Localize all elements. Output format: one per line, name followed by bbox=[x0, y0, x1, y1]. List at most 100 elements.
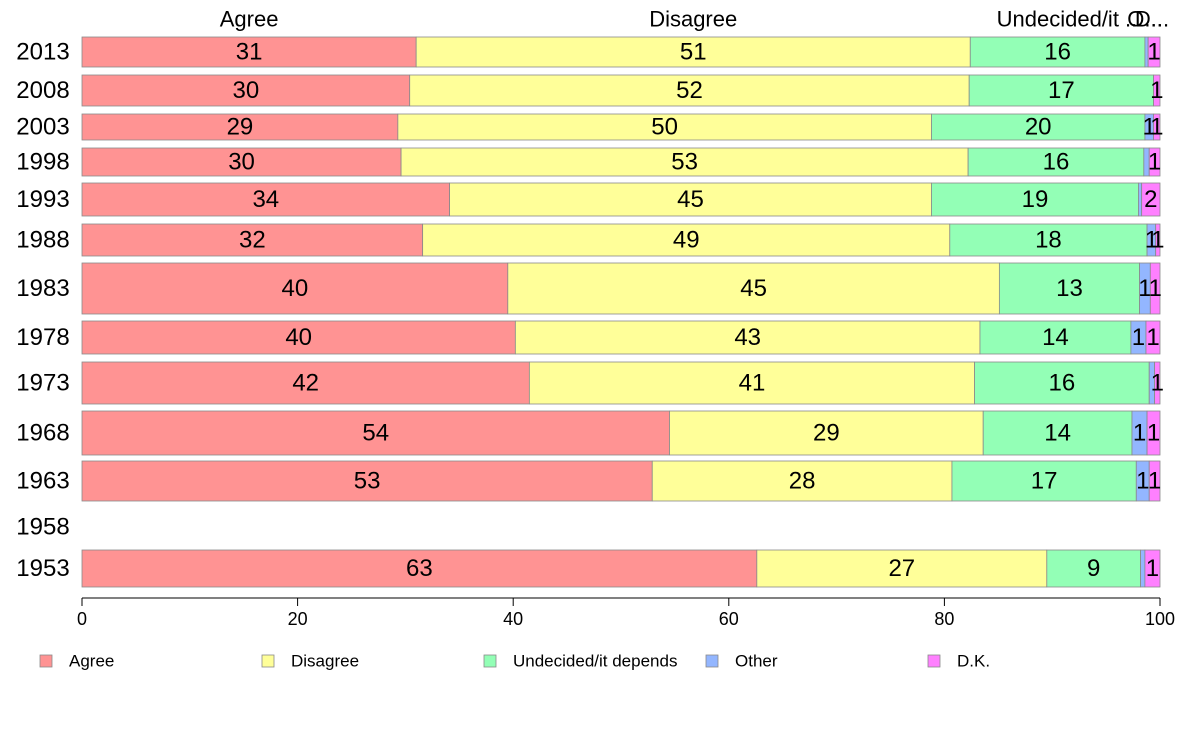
year-label-2013: 2013 bbox=[16, 39, 69, 66]
bar-label-1953-4: 1 bbox=[1146, 555, 1159, 582]
bar-label-1983-1: 45 bbox=[740, 275, 767, 302]
bar-label-1993-4: 2 bbox=[1144, 186, 1157, 213]
x-axis: 0 20 40 60 80 100 bbox=[77, 597, 1175, 629]
bar-label-2003-1: 50 bbox=[651, 114, 678, 141]
legend-label-2: Undecided/it depends bbox=[513, 652, 677, 671]
bar-label-1973-2: 16 bbox=[1049, 370, 1076, 397]
bar-label-1968-4: 1 bbox=[1147, 420, 1160, 447]
bar-label-1993-1: 45 bbox=[677, 186, 704, 213]
legend-label-4: D.K. bbox=[957, 652, 990, 671]
bar-1993-disagree bbox=[449, 182, 932, 217]
bar-1983-d-k- bbox=[1149, 262, 1161, 315]
bar-label-1963-0: 53 bbox=[354, 468, 381, 495]
bar-label-2008-4: 1 bbox=[1150, 77, 1163, 104]
bar-2013-d-k- bbox=[1147, 36, 1161, 68]
bar-1968-disagree bbox=[669, 410, 984, 456]
x-tick-label-80: 80 bbox=[934, 609, 954, 629]
bar-2003-d-k- bbox=[1153, 113, 1161, 141]
bar-label-1998-1: 53 bbox=[671, 149, 698, 176]
bar-label-1998-2: 16 bbox=[1043, 149, 1070, 176]
column-headers: Agree Disagree Undecided/it ...O...D... bbox=[220, 7, 1169, 32]
bar-label-1953-2: 9 bbox=[1087, 555, 1100, 582]
bar-1978-d-k- bbox=[1145, 320, 1161, 355]
bar-2008-disagree bbox=[409, 74, 970, 107]
bar-label-2013-0: 31 bbox=[236, 39, 263, 66]
bar-1968-d-k- bbox=[1146, 410, 1161, 456]
x-tick-label-60: 60 bbox=[719, 609, 739, 629]
bar-1953-disagree bbox=[756, 549, 1048, 588]
column-header-4: D... bbox=[1135, 7, 1169, 32]
bar-label-1978-3: 1 bbox=[1132, 324, 1145, 351]
bar-label-1978-0: 40 bbox=[285, 324, 312, 351]
bar-1993-d-k- bbox=[1141, 182, 1161, 217]
x-tick-label-0: 0 bbox=[77, 609, 87, 629]
bar-label-1968-1: 29 bbox=[813, 420, 840, 447]
bar-1983-disagree bbox=[507, 262, 1000, 315]
legend-swatch-0 bbox=[39, 654, 53, 668]
bar-2013-undecided-it-depends bbox=[969, 36, 1146, 68]
bar-1973-d-k- bbox=[1154, 361, 1161, 405]
bar-1993-undecided-it-depends bbox=[931, 182, 1139, 217]
bar-1998-d-k- bbox=[1148, 147, 1161, 177]
bar-label-1973-0: 42 bbox=[292, 370, 319, 397]
bar-label-1998-4: 1 bbox=[1148, 149, 1161, 176]
legend-swatch-1 bbox=[261, 654, 275, 668]
legend-label-1: Disagree bbox=[291, 652, 359, 671]
bar-label-1988-1: 49 bbox=[673, 227, 700, 254]
bar-label-1963-4: 1 bbox=[1148, 468, 1161, 495]
bar-label-2013-1: 51 bbox=[680, 39, 707, 66]
bar-1973-agree bbox=[81, 361, 530, 405]
bar-2013-agree bbox=[81, 36, 417, 68]
year-label-1953: 1953 bbox=[16, 555, 69, 582]
year-labels: 2013 2008 2003 1998 1993 1988 1983 1978 1973 1968… bbox=[16, 39, 69, 583]
legend-label-0: Agree bbox=[69, 652, 114, 671]
bar-label-1988-0: 32 bbox=[239, 227, 266, 254]
legend-label-3: Other bbox=[735, 652, 778, 671]
year-label-2003: 2003 bbox=[16, 114, 69, 141]
year-label-1973: 1973 bbox=[16, 370, 69, 397]
year-label-1993: 1993 bbox=[16, 186, 69, 213]
bar-label-2003-0: 29 bbox=[227, 114, 254, 141]
bar-label-1968-3: 1 bbox=[1133, 420, 1146, 447]
bar-label-1953-1: 27 bbox=[888, 555, 915, 582]
x-tick-label-100: 100 bbox=[1145, 609, 1175, 629]
column-header-1: Disagree bbox=[649, 7, 737, 32]
bar-label-2008-0: 30 bbox=[233, 77, 260, 104]
year-label-1978: 1978 bbox=[16, 324, 69, 351]
bar-label-1988-3: 1 bbox=[1145, 227, 1158, 254]
bar-1973-undecided-it-depends bbox=[974, 361, 1150, 405]
bar-label-2003-2: 20 bbox=[1025, 114, 1052, 141]
bar-label-1968-2: 14 bbox=[1044, 420, 1071, 447]
bar-label-1968-0: 54 bbox=[362, 420, 389, 447]
bar-label-1998-0: 30 bbox=[228, 149, 255, 176]
bar-label-2013-2: 16 bbox=[1044, 39, 1071, 66]
bar-label-2003-3: 1 bbox=[1143, 114, 1156, 141]
bar-2003-agree bbox=[81, 113, 399, 141]
bar-label-1983-2: 13 bbox=[1056, 275, 1083, 302]
year-label-2008: 2008 bbox=[16, 77, 69, 104]
bar-label-1983-4: 1 bbox=[1148, 275, 1161, 302]
bar-1998-disagree bbox=[400, 147, 969, 177]
bar-label-1983-0: 40 bbox=[282, 275, 309, 302]
legend: Agree Disagree Undecided/it depends Other D.… bbox=[39, 652, 990, 671]
year-label-1963: 1963 bbox=[16, 468, 69, 495]
bar-label-1988-4: 1 bbox=[1151, 227, 1164, 254]
year-label-1998: 1998 bbox=[16, 149, 69, 176]
bar-label-1993-0: 34 bbox=[252, 186, 279, 213]
bar-1963-undecided-it-depends bbox=[951, 460, 1137, 502]
bar-1963-agree bbox=[81, 460, 653, 502]
bar-2008-undecided-it-depends bbox=[968, 74, 1154, 107]
bar-1968-agree bbox=[81, 410, 670, 456]
bar-label-1978-4: 1 bbox=[1146, 324, 1159, 351]
bar-1968-undecided-it-depends bbox=[982, 410, 1133, 456]
year-label-1988: 1988 bbox=[16, 227, 69, 254]
bar-1988-agree bbox=[81, 223, 424, 257]
year-label-1983: 1983 bbox=[16, 275, 69, 302]
bar-label-2003-4: 1 bbox=[1150, 114, 1163, 141]
bar-label-1978-2: 14 bbox=[1042, 324, 1069, 351]
bar-1983-undecided-it-depends bbox=[998, 262, 1140, 315]
column-header-2: Undecided/it ... bbox=[997, 7, 1144, 32]
bar-label-1978-1: 43 bbox=[734, 324, 761, 351]
bar-1978-agree bbox=[81, 320, 516, 355]
bar-label-1973-4: 1 bbox=[1151, 370, 1164, 397]
